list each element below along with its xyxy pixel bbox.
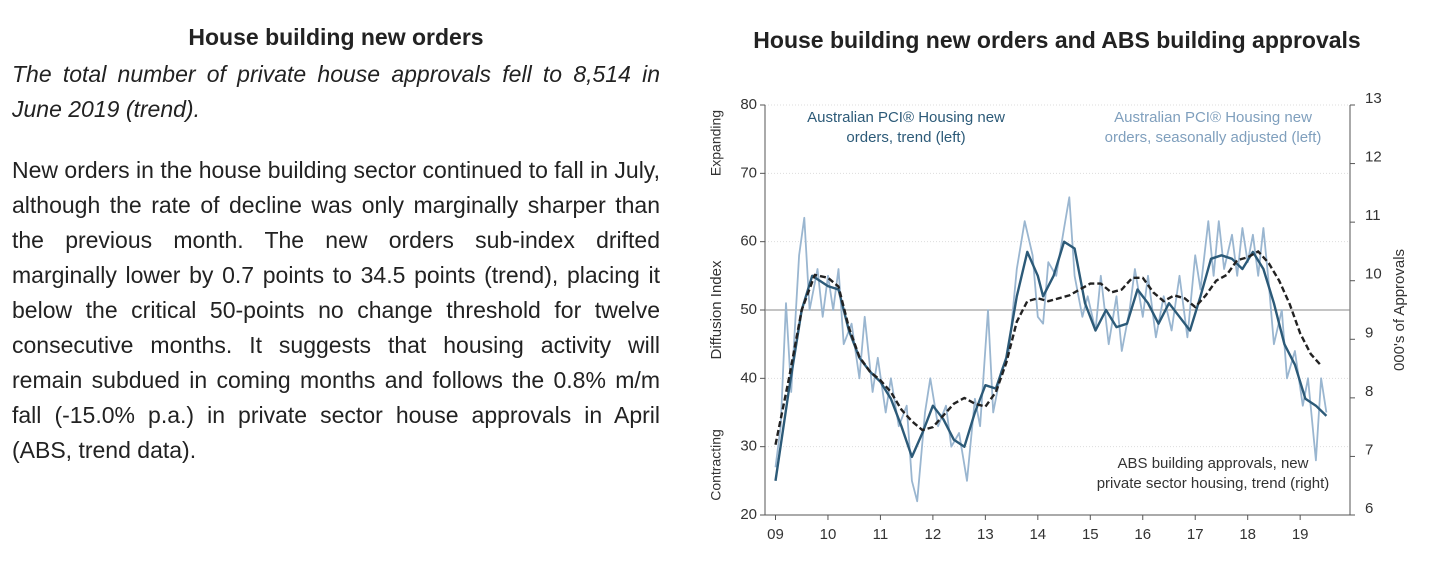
x-tick-label: 09 — [767, 526, 784, 543]
annotation: private sector housing, trend (right) — [1097, 475, 1330, 492]
annotation: Australian PCI® Housing new — [807, 109, 1005, 126]
y-tick-label: 80 — [740, 96, 757, 113]
y-axis-label: Diffusion Index — [708, 260, 725, 359]
zone-label: Contracting — [708, 429, 724, 501]
heading: House building new orders — [188, 24, 484, 50]
y-tick-label: 70 — [740, 164, 757, 181]
y-tick-label: 50 — [740, 301, 757, 318]
annotation: orders, seasonally adjusted (left) — [1105, 129, 1322, 146]
annotation: ABS building approvals, new — [1118, 455, 1309, 472]
series-line — [774, 250, 1322, 445]
y2-tick-label: 11 — [1365, 207, 1381, 224]
y2-tick-label: 10 — [1365, 266, 1382, 283]
body: New orders in the house building sector … — [12, 157, 660, 463]
annotation: orders, trend (left) — [846, 129, 965, 146]
x-tick-label: 14 — [1029, 526, 1046, 543]
text-column: House building new orders The total numb… — [12, 24, 660, 468]
y-tick-label: 20 — [740, 506, 757, 523]
x-tick-label: 11 — [873, 526, 889, 543]
y-tick-label: 60 — [740, 233, 757, 250]
y-tick-label: 40 — [740, 369, 757, 386]
x-tick-label: 13 — [977, 526, 994, 543]
zone-label: Expanding — [708, 110, 724, 176]
x-tick-label: 17 — [1187, 526, 1204, 543]
x-tick-label: 12 — [925, 526, 942, 543]
y2-tick-label: 7 — [1365, 441, 1373, 458]
y2-tick-label: 9 — [1365, 324, 1373, 341]
y2-tick-label: 12 — [1365, 149, 1382, 166]
series-line — [774, 240, 1328, 481]
y2-tick-label: 6 — [1365, 500, 1373, 517]
lead: The total number of private house approv… — [12, 61, 660, 122]
chart-title: House building new orders and ABS buildi… — [753, 27, 1360, 53]
y2-tick-label: 13 — [1365, 90, 1382, 107]
x-tick-label: 15 — [1082, 526, 1099, 543]
y2-tick-label: 8 — [1365, 383, 1373, 400]
x-tick-label: 18 — [1239, 526, 1256, 543]
y2-axis-label: 000's of Approvals — [1391, 249, 1408, 371]
x-tick-label: 19 — [1292, 526, 1309, 543]
x-tick-label: 10 — [820, 526, 837, 543]
y-tick-label: 30 — [740, 438, 757, 455]
x-tick-label: 16 — [1134, 526, 1151, 543]
annotation: Australian PCI® Housing new — [1114, 109, 1312, 126]
series-line — [774, 196, 1328, 503]
